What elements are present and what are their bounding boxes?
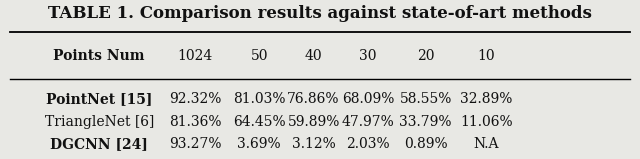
Text: TABLE 1. Comparison results against state-of-art methods: TABLE 1. Comparison results against stat… [48, 5, 592, 22]
Text: 92.32%: 92.32% [169, 92, 221, 106]
Text: 68.09%: 68.09% [342, 92, 394, 106]
Text: 58.55%: 58.55% [399, 92, 452, 106]
Text: Points Num: Points Num [54, 49, 145, 63]
Text: 64.45%: 64.45% [233, 115, 285, 129]
Text: 32.89%: 32.89% [460, 92, 513, 106]
Text: 30: 30 [359, 49, 377, 63]
Text: 10: 10 [477, 49, 495, 63]
Text: 50: 50 [250, 49, 268, 63]
Text: 20: 20 [417, 49, 435, 63]
Text: 76.86%: 76.86% [287, 92, 340, 106]
Text: 2.03%: 2.03% [346, 137, 390, 151]
Text: 3.12%: 3.12% [292, 137, 335, 151]
Text: 40: 40 [305, 49, 323, 63]
Text: 81.03%: 81.03% [233, 92, 285, 106]
Text: 3.69%: 3.69% [237, 137, 281, 151]
Text: 93.27%: 93.27% [169, 137, 221, 151]
Text: 11.06%: 11.06% [460, 115, 513, 129]
Text: PointNet [15]: PointNet [15] [46, 92, 152, 106]
Text: 1024: 1024 [177, 49, 213, 63]
Text: TriangleNet [6]: TriangleNet [6] [45, 115, 154, 129]
Text: DGCNN [24]: DGCNN [24] [51, 137, 148, 151]
Text: 59.89%: 59.89% [287, 115, 340, 129]
Text: 33.79%: 33.79% [399, 115, 452, 129]
Text: 47.97%: 47.97% [342, 115, 394, 129]
Text: N.A: N.A [474, 137, 499, 151]
Text: 81.36%: 81.36% [169, 115, 221, 129]
Text: 0.89%: 0.89% [404, 137, 447, 151]
